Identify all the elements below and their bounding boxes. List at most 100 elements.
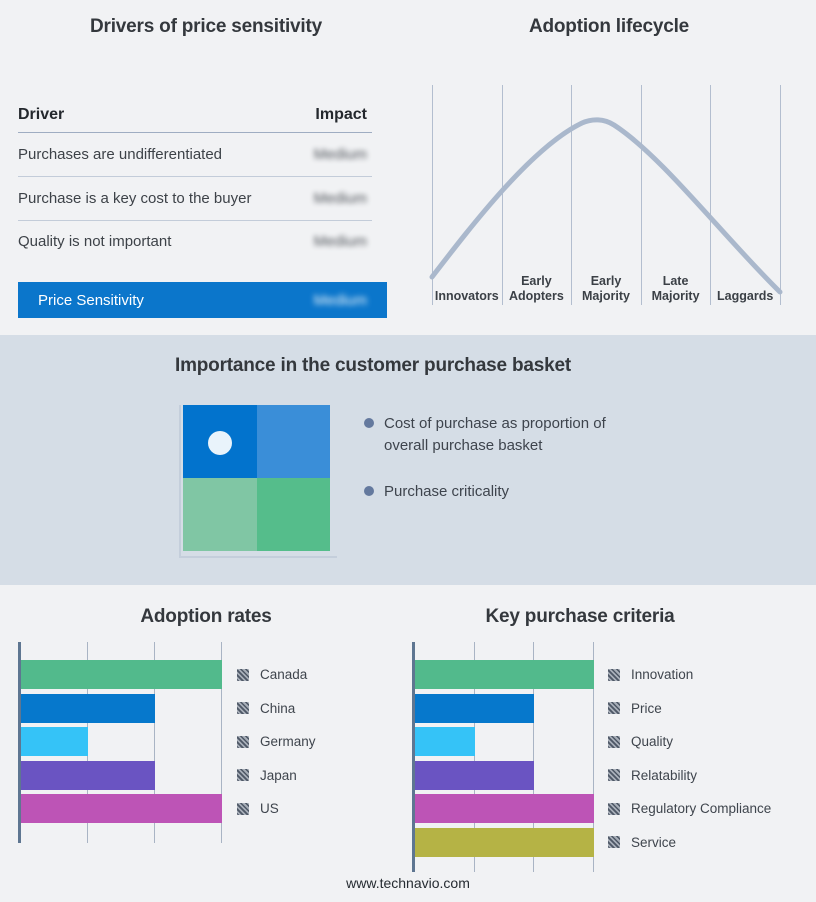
matrix-quadrant-top-left	[183, 405, 257, 478]
legend-label: Quality	[631, 734, 674, 750]
legend-label: US	[260, 801, 279, 817]
legend-label: Germany	[260, 734, 316, 750]
legend-item: Canada	[237, 658, 316, 692]
legend-swatch-hatched-icon	[608, 802, 620, 815]
legend-item: Price	[608, 692, 771, 726]
legend-item: China	[237, 692, 316, 726]
key-purchase-criteria-chart: Innovation Price Quality Relatability Regula…	[412, 642, 802, 872]
price-sensitivity-row: Price Sensitivity Medium	[18, 282, 387, 318]
purchase-basket-section: Importance in the customer purchase bask…	[0, 335, 816, 585]
list-item: Purchase criticality	[364, 481, 636, 503]
bullet-icon	[364, 418, 374, 428]
bar-regulatory-compliance	[415, 794, 594, 823]
plot-area	[18, 642, 222, 843]
chart-legend: Canada China Germany Japan US	[237, 658, 316, 826]
bar-relatability	[415, 760, 535, 790]
legend-label: Service	[631, 834, 677, 850]
legend-label: China	[260, 700, 296, 716]
lifecycle-stage-labels: Innovators Early Adopters Early Majority La…	[432, 269, 780, 303]
legend-swatch-hatched-icon	[237, 769, 249, 782]
gridline	[153, 642, 155, 843]
legend-label: Regulatory Compliance	[631, 801, 772, 817]
drivers-title: Drivers of price sensitivity	[89, 16, 323, 37]
list-item: Cost of purchase as proportion of overal…	[364, 413, 636, 457]
bar-quality	[415, 727, 475, 756]
stage-label: Laggards	[717, 288, 774, 303]
legend-item: Japan	[237, 759, 316, 793]
plot-area	[412, 642, 594, 872]
bullet-text: Purchase criticality	[384, 483, 510, 500]
matrix-y-axis	[179, 405, 181, 557]
purchase-basket-matrix	[183, 405, 330, 551]
impact-cell-blurred: Medium	[313, 232, 367, 250]
driver-cell: Quality is not important	[18, 232, 172, 250]
legend-item: Germany	[237, 725, 316, 759]
matrix-quadrant-top-right	[256, 405, 330, 478]
adoption-rates-chart: Canada China Germany Japan US	[18, 642, 338, 843]
bottom-section: Adoption rates Key purchase criteria Can…	[0, 585, 816, 902]
footer: www.technavio.com	[0, 875, 816, 891]
impact-cell-blurred: Medium	[313, 146, 367, 163]
legend-item: Quality	[608, 725, 771, 759]
matrix-quadrant-bottom-right	[256, 478, 330, 551]
matrix-x-axis	[179, 556, 337, 558]
legend-label: Relatability	[631, 767, 698, 783]
legend-swatch-hatched-icon	[237, 702, 249, 715]
column-header-impact: Impact	[315, 106, 367, 123]
table-row: Purchases are undifferentiated Medium	[18, 133, 372, 177]
impact-cell-blurred: Medium	[313, 291, 367, 309]
legend-swatch-hatched-icon	[237, 735, 249, 748]
stage-label: Late Majority	[651, 274, 700, 303]
gridline	[593, 642, 594, 872]
table-row: Purchase is a key cost to the buyer Medi…	[18, 177, 372, 221]
legend-item: Innovation	[608, 658, 771, 692]
gridline	[432, 85, 433, 305]
drivers-table-header: Driver Impact	[18, 95, 372, 133]
table-row: Quality is not important Medium	[18, 221, 372, 261]
legend-swatch-hatched-icon	[237, 802, 249, 815]
legend-item: US	[237, 792, 316, 826]
legend-swatch-hatched-icon	[608, 769, 620, 782]
adoption-lifecycle-chart: Innovators Early Adopters Early Majority La…	[429, 85, 783, 305]
adoption-rates-title: Adoption rates	[140, 606, 272, 627]
bar-china	[21, 693, 155, 723]
gridline	[533, 642, 535, 872]
legend-item: Relatability	[608, 759, 771, 793]
top-section: Drivers of price sensitivity Adoption li…	[0, 0, 816, 335]
legend-swatch-hatched-icon	[608, 668, 620, 681]
stage-label: Early Majority	[582, 274, 630, 303]
driver-cell: Purchases are undifferentiated	[18, 146, 223, 163]
drivers-table: Driver Impact Purchases are undifferenti…	[18, 95, 387, 318]
gridline	[710, 85, 712, 305]
chart-legend: Innovation Price Quality Relatability Regula…	[608, 658, 771, 859]
bullet-text: Cost of purchase as proportion of overal…	[384, 415, 606, 454]
bar-germany	[21, 727, 88, 756]
legend-label: Innovation	[631, 667, 694, 683]
basket-title: Importance in the customer purchase bask…	[175, 355, 571, 376]
lifecycle-title: Adoption lifecycle	[528, 16, 690, 37]
bar-innovation	[415, 660, 594, 689]
legend-swatch-hatched-icon	[608, 735, 620, 748]
bar-us	[21, 794, 222, 823]
legend-swatch-hatched-icon	[237, 668, 249, 681]
legend-item: Regulatory Compliance	[608, 792, 771, 826]
bar-price	[415, 693, 535, 723]
matrix-quadrant-bottom-left	[183, 478, 257, 551]
bar-canada	[21, 660, 222, 689]
legend-swatch-hatched-icon	[608, 702, 620, 715]
adoption-curve	[429, 117, 783, 295]
gridline	[501, 85, 503, 305]
position-marker-dot	[208, 431, 232, 455]
key-purchase-criteria-title: Key purchase criteria	[485, 606, 675, 627]
price-sensitivity-label: Price Sensitivity	[38, 291, 144, 309]
website-link[interactable]: www.technavio.com	[346, 875, 470, 891]
gridline	[571, 85, 573, 305]
gridline	[221, 642, 222, 843]
driver-cell: Purchase is a key cost to the buyer	[18, 190, 252, 207]
gridline	[780, 85, 781, 305]
stage-label: Early Adopters	[508, 274, 564, 303]
legend-label: Price	[631, 700, 662, 716]
gridline	[640, 85, 642, 305]
impact-cell-blurred: Medium	[313, 190, 367, 207]
